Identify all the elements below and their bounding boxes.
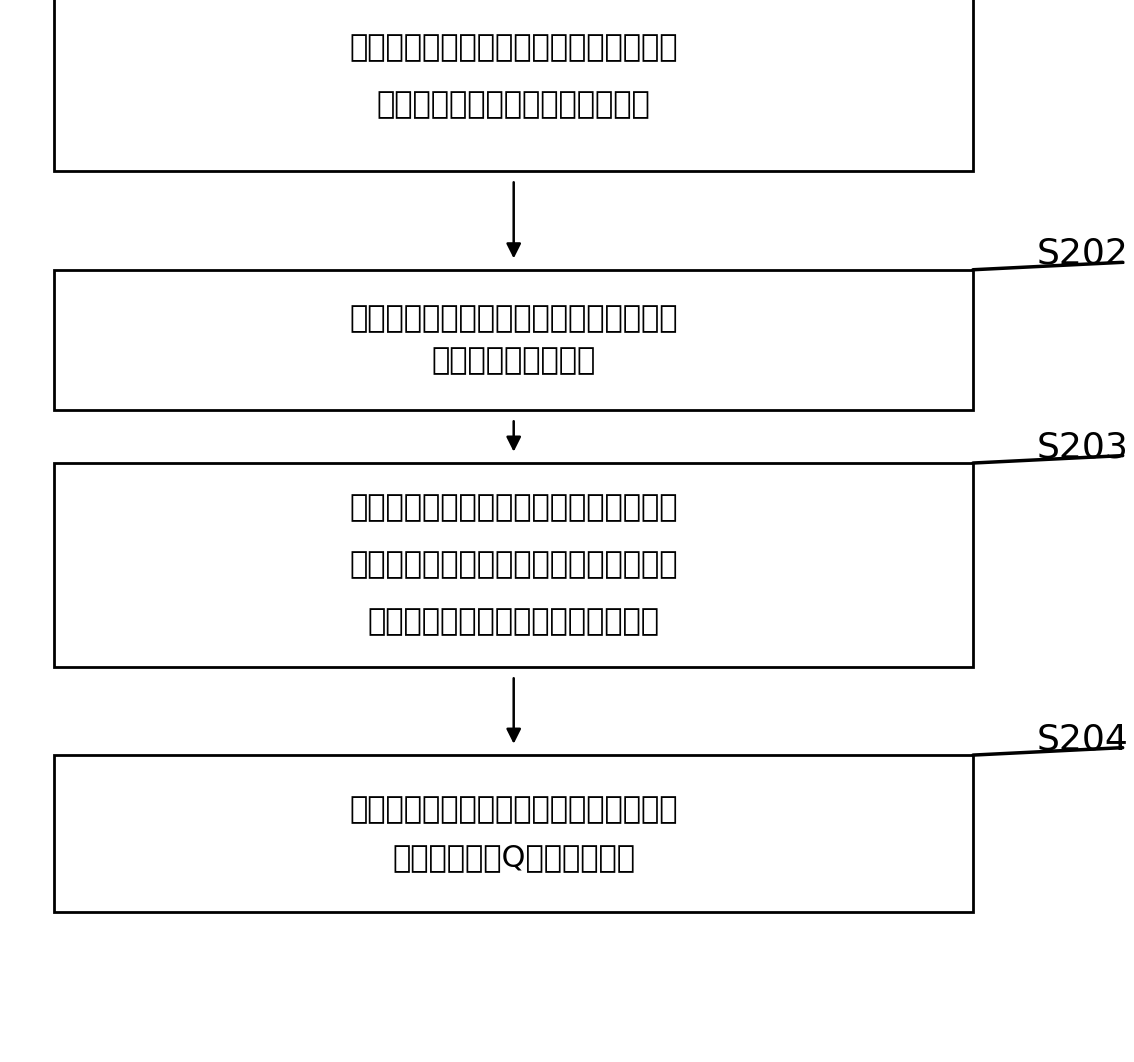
Text: 时的最大功率公式，对最大功率公式进行: 时的最大功率公式，对最大功率公式进行 bbox=[349, 550, 678, 580]
Text: 根据波浪的动力学方程对发电机进行数学: 根据波浪的动力学方程对发电机进行数学 bbox=[349, 34, 678, 63]
Text: 行计算，得到Q轴期望电流值: 行计算，得到Q轴期望电流值 bbox=[392, 843, 635, 872]
Text: 对应的等效电路模型: 对应的等效电路模型 bbox=[432, 346, 595, 375]
Bar bbox=[54, 755, 973, 912]
Bar bbox=[54, 270, 973, 410]
Text: S203: S203 bbox=[1036, 430, 1128, 464]
Bar bbox=[54, 463, 973, 667]
Text: 利用电流期望计算公式对滤波后速度值进: 利用电流期望计算公式对滤波后速度值进 bbox=[349, 795, 678, 824]
Text: 建模处理，得到发电机动力学方程: 建模处理，得到发电机动力学方程 bbox=[376, 90, 651, 119]
Text: S204: S204 bbox=[1036, 722, 1128, 756]
Text: 将发电机动力学方程进行变换处理，得到: 将发电机动力学方程进行变换处理，得到 bbox=[349, 305, 678, 333]
Bar bbox=[54, 0, 973, 171]
Text: 推导得到对应的电流期望值计算公式: 推导得到对应的电流期望值计算公式 bbox=[367, 607, 660, 636]
Text: S202: S202 bbox=[1036, 237, 1128, 271]
Text: 根据等效电路模型计算波浪能捕获率最大: 根据等效电路模型计算波浪能捕获率最大 bbox=[349, 494, 678, 523]
